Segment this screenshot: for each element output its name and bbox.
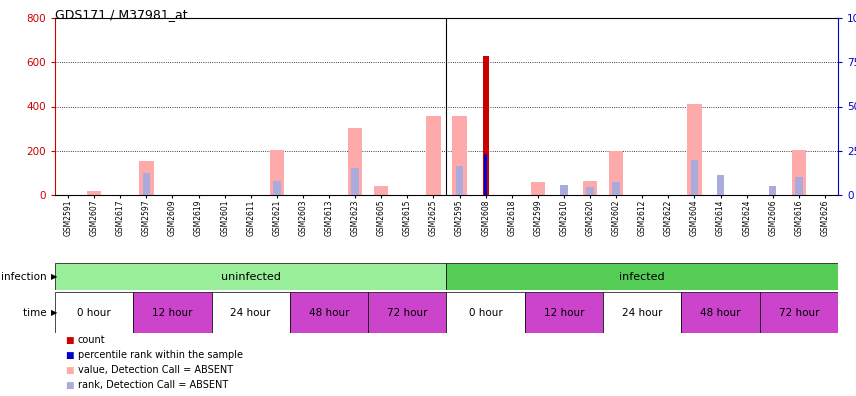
Text: 72 hour: 72 hour	[779, 308, 819, 318]
Bar	[609, 151, 623, 195]
Bar	[143, 173, 150, 195]
Bar	[483, 55, 489, 195]
Bar	[691, 160, 698, 195]
Text: 12 hour: 12 hour	[152, 308, 193, 318]
Bar	[140, 161, 153, 195]
Text: percentile rank within the sample: percentile rank within the sample	[78, 350, 243, 360]
Bar	[270, 150, 284, 195]
Bar	[525, 292, 603, 333]
Bar	[681, 292, 759, 333]
Text: ■: ■	[65, 350, 74, 360]
Bar	[447, 292, 525, 333]
Text: infection: infection	[1, 272, 50, 282]
Text: 0 hour: 0 hour	[469, 308, 502, 318]
Bar	[352, 168, 359, 195]
Bar	[795, 177, 803, 195]
Text: GDS171 / M37981_at: GDS171 / M37981_at	[55, 8, 187, 21]
Bar	[447, 263, 838, 290]
Text: infected: infected	[620, 272, 665, 282]
Bar	[759, 292, 838, 333]
Bar	[561, 185, 568, 195]
Bar	[134, 292, 211, 333]
Text: ▶: ▶	[51, 308, 57, 317]
Text: 48 hour: 48 hour	[700, 308, 740, 318]
Bar	[55, 292, 134, 333]
Bar	[290, 292, 368, 333]
Bar	[87, 191, 101, 195]
Bar	[374, 186, 389, 195]
Bar	[792, 150, 806, 195]
Text: 0 hour: 0 hour	[77, 308, 111, 318]
Text: ■: ■	[65, 335, 74, 345]
Bar	[613, 182, 620, 195]
Bar	[273, 181, 281, 195]
Text: ■: ■	[65, 381, 74, 390]
Bar	[531, 182, 545, 195]
Bar	[211, 292, 290, 333]
Bar	[348, 128, 362, 195]
Bar	[586, 187, 594, 195]
Text: count: count	[78, 335, 105, 345]
Text: 24 hour: 24 hour	[230, 308, 271, 318]
Text: ▶: ▶	[51, 272, 57, 281]
Text: 12 hour: 12 hour	[544, 308, 584, 318]
Bar	[484, 154, 487, 195]
Text: 24 hour: 24 hour	[622, 308, 663, 318]
Text: time: time	[23, 308, 50, 318]
Text: 72 hour: 72 hour	[387, 308, 428, 318]
Text: uninfected: uninfected	[221, 272, 281, 282]
Bar	[55, 263, 447, 290]
Bar	[769, 186, 776, 195]
Text: 48 hour: 48 hour	[309, 308, 349, 318]
Bar	[452, 116, 467, 195]
Bar	[687, 104, 702, 195]
Text: ■: ■	[65, 366, 74, 375]
Bar	[426, 116, 441, 195]
Bar	[368, 292, 447, 333]
Bar	[603, 292, 681, 333]
Text: value, Detection Call = ABSENT: value, Detection Call = ABSENT	[78, 365, 233, 375]
Bar	[716, 175, 724, 195]
Text: rank, Detection Call = ABSENT: rank, Detection Call = ABSENT	[78, 380, 229, 390]
Bar	[456, 166, 463, 195]
Bar	[583, 181, 597, 195]
